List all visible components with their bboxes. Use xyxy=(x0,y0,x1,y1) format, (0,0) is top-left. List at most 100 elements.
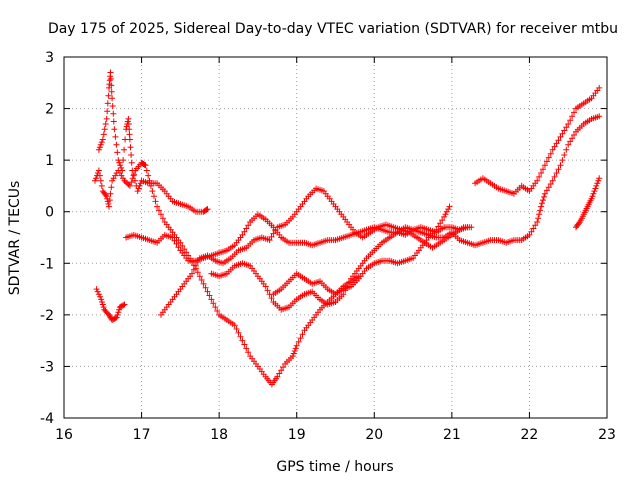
data-point xyxy=(551,173,558,180)
data-point xyxy=(129,167,136,174)
data-point xyxy=(541,193,547,200)
data-point xyxy=(171,237,178,244)
data-point xyxy=(116,306,123,313)
data-point xyxy=(569,113,576,120)
x-tick-label: 17 xyxy=(133,427,151,443)
data-point xyxy=(121,301,128,308)
data-point xyxy=(557,162,564,169)
data-point xyxy=(110,118,117,125)
data-point xyxy=(102,192,109,198)
data-point xyxy=(543,187,550,194)
data-point xyxy=(532,222,539,229)
data-point xyxy=(545,154,552,161)
y-tick-label: -2 xyxy=(40,308,54,324)
data-point xyxy=(149,188,156,195)
data-point xyxy=(241,341,248,348)
data-point xyxy=(120,157,127,164)
data-point xyxy=(530,225,537,232)
data-point xyxy=(192,262,199,269)
data-point xyxy=(563,124,570,131)
data-point xyxy=(112,133,119,140)
y-tick-label: -4 xyxy=(40,411,54,427)
data-point xyxy=(567,138,574,145)
data-point xyxy=(126,182,133,189)
data-point xyxy=(128,152,135,158)
data-point xyxy=(110,110,117,117)
data-point xyxy=(596,113,603,120)
data-point xyxy=(95,167,102,174)
data-point xyxy=(107,190,114,197)
data-point xyxy=(183,249,190,256)
data-point xyxy=(557,133,564,140)
series-track-g xyxy=(270,270,362,298)
x-tick-label: 18 xyxy=(210,427,228,443)
chart-title: Day 175 of 2025, Sidereal Day-to-day VTE… xyxy=(48,21,618,37)
data-point xyxy=(130,172,137,179)
data-point xyxy=(559,130,566,137)
data-point xyxy=(547,150,554,157)
data-point xyxy=(100,304,107,311)
data-point xyxy=(190,266,197,273)
series-track-a xyxy=(92,159,453,388)
data-point xyxy=(441,213,448,220)
data-point xyxy=(152,198,159,205)
data-point xyxy=(235,329,242,336)
data-point xyxy=(175,244,182,251)
y-axis-label: SDTVAR / TECUs xyxy=(7,181,23,296)
y-tick-label: -3 xyxy=(40,359,54,375)
data-point xyxy=(158,211,164,218)
data-point xyxy=(116,159,123,166)
data-point xyxy=(437,220,444,227)
data-point xyxy=(98,296,105,303)
data-point xyxy=(243,225,250,232)
series-track-c xyxy=(93,286,128,323)
data-point xyxy=(592,185,599,192)
data-point xyxy=(151,193,157,200)
data-point xyxy=(97,177,104,184)
data-point xyxy=(109,103,116,109)
data-point xyxy=(118,164,125,171)
data-point xyxy=(536,173,543,180)
data-point xyxy=(442,211,449,218)
data-point xyxy=(291,348,298,354)
data-point xyxy=(126,136,133,143)
data-point xyxy=(200,280,207,287)
data-point xyxy=(181,246,188,253)
data-point xyxy=(127,144,134,151)
data-point xyxy=(233,326,240,332)
data-point xyxy=(154,203,161,210)
data-point xyxy=(278,367,285,374)
y-tick-label: 2 xyxy=(45,102,54,118)
data-point xyxy=(189,270,195,277)
data-point xyxy=(591,188,598,195)
data-point xyxy=(266,237,273,244)
data-point xyxy=(534,177,541,184)
data-point xyxy=(94,288,101,295)
x-tick-label: 23 xyxy=(598,427,616,443)
series-track-b xyxy=(95,69,211,215)
data-point xyxy=(534,219,541,225)
series-track-i xyxy=(573,175,603,231)
data-point xyxy=(526,231,533,238)
data-point xyxy=(439,217,446,224)
data-point xyxy=(272,227,279,234)
y-tick-label: 0 xyxy=(45,205,54,221)
data-point xyxy=(536,211,543,218)
data-point xyxy=(177,239,184,246)
data-point xyxy=(113,141,120,148)
data-point xyxy=(289,353,296,360)
data-point xyxy=(355,273,362,280)
data-point xyxy=(126,131,133,138)
data-point xyxy=(141,161,148,168)
data-point xyxy=(204,288,211,295)
data-point xyxy=(555,166,562,173)
data-point xyxy=(128,159,135,166)
data-point xyxy=(292,345,299,352)
data-point xyxy=(540,197,546,204)
data-point xyxy=(596,175,603,182)
data-point xyxy=(264,287,271,294)
data-point xyxy=(590,190,597,197)
data-point xyxy=(100,131,107,138)
data-point xyxy=(243,345,250,352)
data-point xyxy=(204,206,211,213)
